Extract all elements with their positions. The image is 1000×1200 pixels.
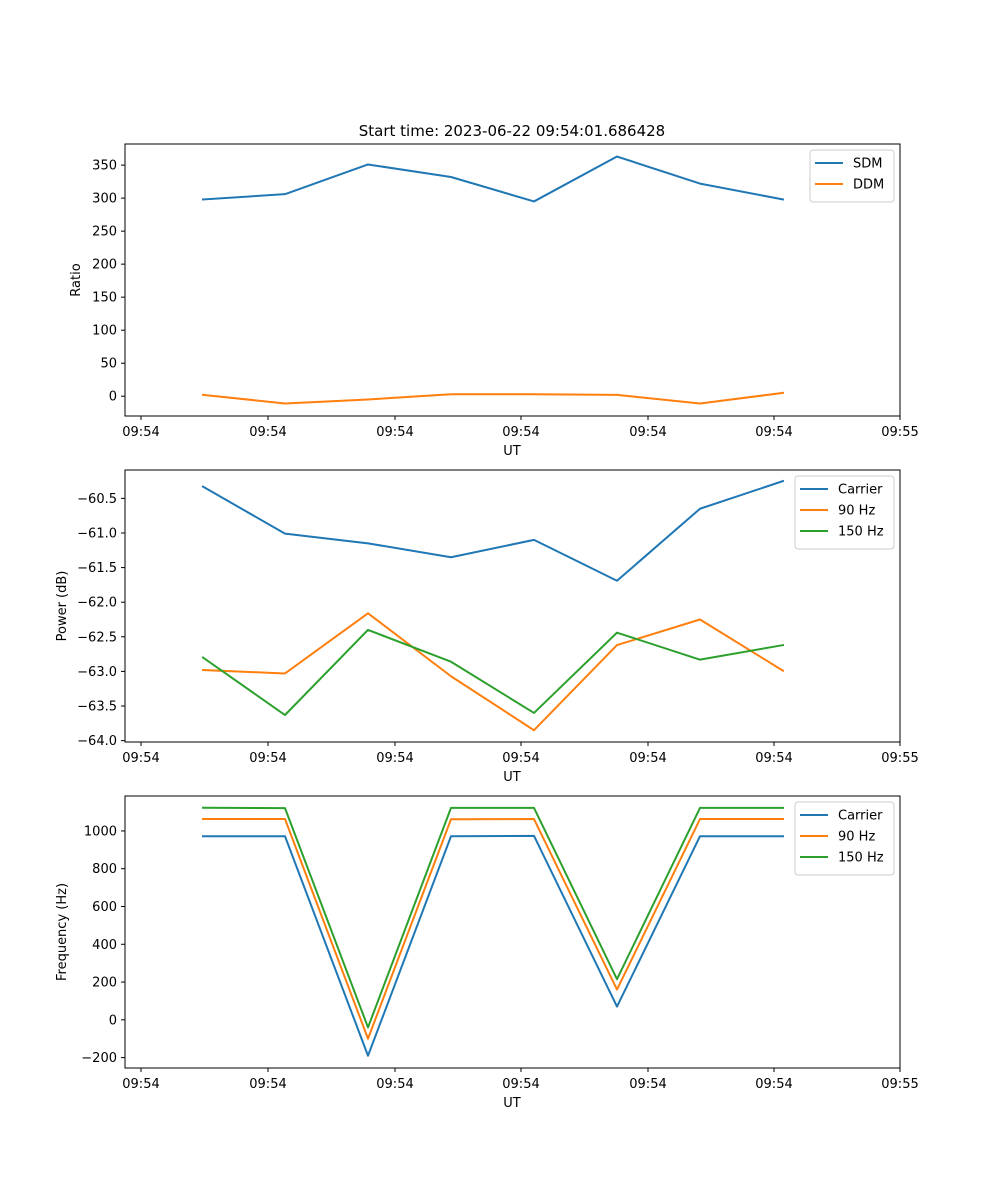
y-tick-label: 0	[109, 1013, 117, 1028]
series-line-sdm	[201, 155, 785, 203]
series-line-90-hz	[202, 818, 784, 1040]
y-tick-label: 400	[92, 938, 117, 953]
y-axis-label: Frequency (Hz)	[55, 883, 70, 981]
y-tick-label: 300	[92, 192, 117, 207]
x-tick-label: 09:54	[122, 425, 159, 440]
legend: Carrier 90 Hz 150 Hz	[794, 801, 895, 876]
y-axis-label: Power (dB)	[55, 571, 70, 642]
x-tick-label: 09:55	[881, 1077, 918, 1092]
x-tick-label: 09:54	[502, 425, 539, 440]
series-line-150-hz	[201, 806, 784, 1029]
legend: SDM DDM	[809, 149, 895, 203]
x-tick-label: 09:54	[122, 751, 159, 766]
y-axis-label: Ratio	[69, 263, 84, 296]
y-tick-label: −63.0	[77, 665, 117, 680]
x-axis-label: UT	[503, 770, 521, 785]
chart-root: 09:54 09:54 09:54 09:54 09:54 09:54 09:55 09:54…	[55, 143, 919, 1111]
x-tick-label: 09:54	[502, 751, 539, 766]
x-tick-label: 09:55	[881, 751, 918, 766]
legend-label: 150 Hz	[838, 851, 884, 866]
x-tick-label: 09:54	[755, 751, 792, 766]
chart-panel-1: 09:5409:5409:5409:5409:5409:5409:5509:54…	[69, 143, 919, 459]
plot-frame	[124, 469, 901, 743]
x-tick-label: 09:54	[249, 425, 286, 440]
y-tick-label: 50	[100, 357, 117, 372]
x-tick-label: 09:54	[629, 751, 666, 766]
y-tick-label: 0	[109, 390, 117, 405]
series-line-carrier	[202, 834, 784, 1057]
y-tick-label: 100	[92, 324, 117, 339]
x-tick-label: 09:54	[755, 425, 792, 440]
x-tick-label: 09:54	[122, 1077, 159, 1092]
y-tick-label: 600	[92, 900, 117, 915]
x-tick-label: 09:54	[376, 425, 413, 440]
y-tick-label: 150	[92, 291, 117, 306]
y-tick-label: 350	[92, 159, 117, 174]
chart-panel-2: 09:5409:5409:5409:5409:5409:5409:5509:54…	[55, 469, 919, 785]
y-tick-label: 200	[92, 258, 117, 273]
legend-label: 90 Hz	[838, 830, 875, 845]
y-tick-label: −64.0	[77, 734, 117, 749]
y-tick-label: −62.0	[77, 596, 117, 611]
y-tick-label: 1000	[84, 824, 117, 839]
x-tick-label: 09:54	[249, 1077, 286, 1092]
y-tick-label: −61.0	[77, 526, 117, 541]
y-tick-label: −200	[81, 1051, 117, 1066]
figure-title: Start time: 2023-06-22 09:54:01.686428	[359, 122, 665, 140]
x-axis-label: UT	[503, 444, 521, 459]
x-tick-label: 09:54	[249, 751, 286, 766]
legend-label: 90 Hz	[838, 504, 875, 519]
x-tick-label: 09:54	[502, 1077, 539, 1092]
y-tick-label: −63.5	[77, 700, 117, 715]
y-tick-label: −62.5	[77, 630, 117, 645]
series-line-carrier	[201, 479, 785, 582]
x-tick-label: 09:54	[629, 1077, 666, 1092]
x-axis-label: UT	[503, 1096, 521, 1111]
legend-label: Carrier	[838, 483, 883, 498]
y-tick-label: 200	[92, 976, 117, 991]
x-tick-label: 09:54	[376, 751, 413, 766]
y-tick-label: −60.5	[77, 492, 117, 507]
plot-frame	[124, 143, 901, 417]
legend: Carrier 90 Hz 150 Hz	[794, 475, 895, 550]
series-line-ddm	[201, 391, 785, 405]
legend-label: DDM	[853, 178, 884, 193]
y-tick-label: 800	[92, 862, 117, 877]
legend-label: 150 Hz	[838, 525, 884, 540]
plot-frame	[124, 795, 901, 1069]
y-tick-label: −61.5	[77, 561, 117, 576]
x-tick-label: 09:54	[755, 1077, 792, 1092]
y-tick-label: 250	[92, 225, 117, 240]
x-tick-label: 09:54	[376, 1077, 413, 1092]
legend-label: SDM	[853, 157, 882, 172]
chart-panel-3: 09:5409:5409:5409:5409:5409:5409:5509:54…	[55, 795, 919, 1111]
x-tick-label: 09:55	[881, 425, 918, 440]
legend-label: Carrier	[838, 809, 883, 824]
series-line-90-hz	[201, 612, 785, 732]
x-tick-label: 09:54	[629, 425, 666, 440]
series-line-150-hz	[201, 628, 785, 717]
